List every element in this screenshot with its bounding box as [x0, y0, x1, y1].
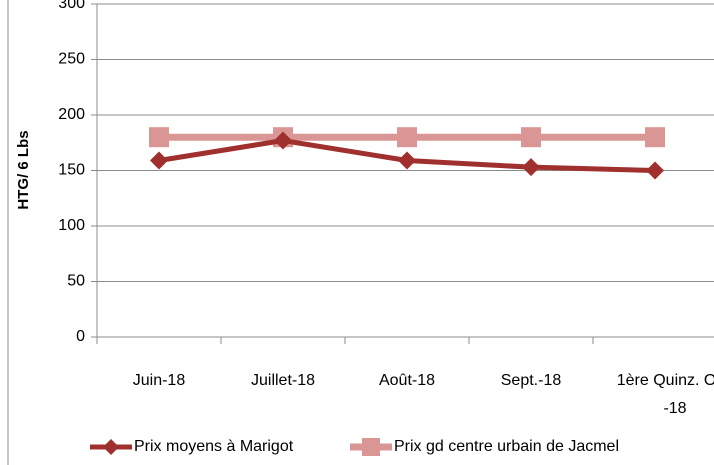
data-point — [398, 151, 416, 170]
x-tick-label: Juillet-18 — [250, 372, 316, 389]
data-point — [150, 151, 168, 170]
y-tick-label: 150 — [58, 162, 85, 179]
y-tick-label: 300 — [58, 0, 85, 12]
y-tick-label: 100 — [58, 217, 85, 234]
legend-label: Prix moyens à Marigot — [134, 438, 294, 455]
x-tick-label: 1ère Quinz. Oct. -18 — [616, 372, 714, 417]
x-tick-label: Juin-18 — [132, 372, 186, 389]
data-point — [274, 131, 292, 150]
data-point — [645, 127, 665, 148]
x-tick-label: Août-18 — [378, 372, 436, 389]
data-point — [521, 127, 541, 148]
y-tick-label: 50 — [67, 273, 85, 290]
y-axis-title: HTG/ 6 Lbs — [15, 130, 32, 209]
y-tick-label: 250 — [58, 51, 85, 68]
data-point — [646, 161, 664, 180]
data-point — [397, 127, 417, 148]
data-point — [149, 127, 169, 148]
y-tick-label: 200 — [58, 106, 85, 123]
legend-label: Prix gd centre urbain de Jacmel — [394, 438, 619, 455]
data-point — [522, 158, 540, 177]
y-tick-label: 0 — [76, 328, 85, 345]
legend-marker — [362, 438, 380, 456]
legend-marker — [103, 439, 119, 455]
x-tick-label: Sept.-18 — [500, 372, 562, 389]
